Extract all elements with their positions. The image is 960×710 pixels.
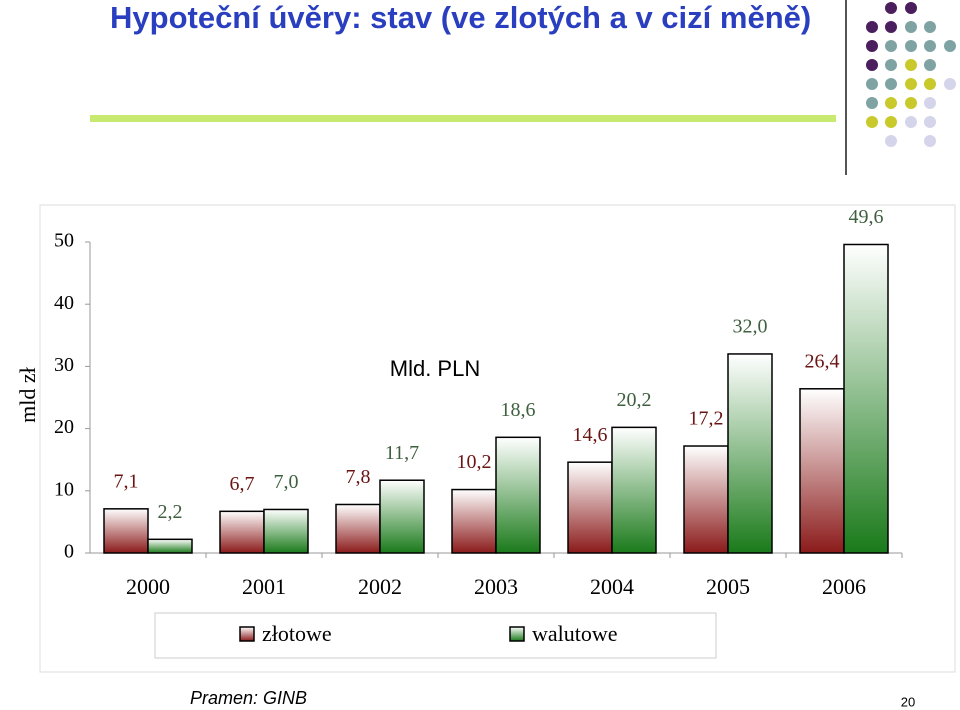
value-label: 7,0 [274,471,299,493]
value-label: 7,8 [346,466,371,488]
legend-label: walutowe [532,621,618,646]
bar [567,461,613,554]
x-tick-label: 2001 [242,574,286,599]
title-underline [90,115,836,122]
x-tick-label: 2000 [126,574,170,599]
legend-swatch [239,626,255,642]
source: Pramen: GINB [190,688,307,708]
decoration-dots [866,2,956,147]
value-label: 6,7 [230,473,255,495]
legend-swatch [509,626,525,642]
x-tick-label: 2002 [358,574,402,599]
bar [843,243,889,554]
chart-frame [39,204,956,673]
bar [103,508,149,554]
y-tick-label: 40 [54,292,74,314]
bar [727,353,773,554]
y-tick-label: 10 [54,478,74,500]
y-tick-label: 30 [54,354,74,376]
bar [335,503,381,554]
x-tick-label: 2003 [474,574,518,599]
bar [683,445,729,554]
value-label: 11,7 [385,442,419,464]
y-tick-label: 20 [54,416,74,438]
bar [495,436,541,554]
annotation: Mld. PLN [390,356,480,381]
bar [451,488,497,554]
slide-title-text: Hypoteční úvěry: stav (ve zlotých a v ci… [110,0,811,35]
bar [219,510,265,554]
value-label: 10,2 [457,451,492,473]
value-label: 49,6 [849,206,884,228]
value-label: 17,2 [689,408,724,430]
value-label: 32,0 [733,316,768,338]
legend-box [154,612,717,659]
y-tick-label: 50 [54,230,74,252]
value-label: 18,6 [501,399,536,421]
value-label: 2,2 [158,501,183,523]
bar [799,388,845,554]
value-label: 14,6 [573,424,608,446]
x-tick-label: 2006 [822,574,866,599]
bar [379,479,425,554]
value-label: 7,1 [114,470,139,492]
y-tick-label: 0 [64,541,74,563]
value-label: 20,2 [617,389,652,411]
bar [147,538,193,554]
bar [611,426,657,554]
slide-title: Hypoteční úvěry: stav (ve zlotých a v ci… [110,0,811,35]
legend-label: złotowe [262,621,332,646]
x-tick-label: 2005 [706,574,750,599]
y-axis-label: mld zł [15,367,40,423]
x-tick-label: 2004 [590,574,634,599]
page-number: 20 [901,694,915,709]
value-label: 26,4 [805,350,840,372]
bar [263,508,309,554]
